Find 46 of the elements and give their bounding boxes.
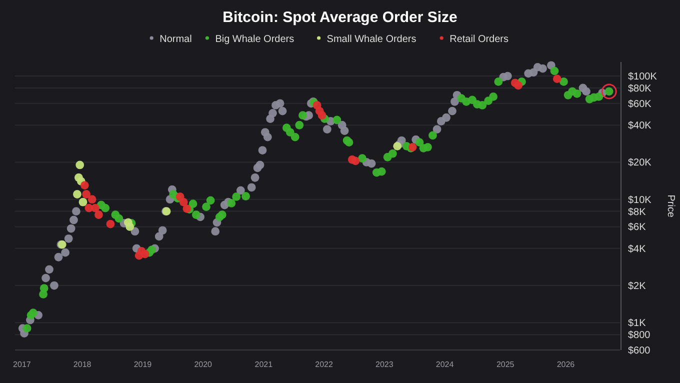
point (94, 210, 103, 219)
y-axis-title: Price (665, 194, 676, 218)
point (82, 190, 91, 198)
x-tick-label: 2019 (134, 360, 152, 369)
legend-label: Small Whale Orders (326, 34, 416, 45)
point (126, 222, 134, 231)
y-tick-label: $8K (628, 206, 646, 218)
y-tick-label: $1K (628, 318, 646, 330)
y-tick-label: $20K (628, 158, 652, 169)
point (106, 220, 115, 228)
point (318, 111, 326, 120)
point (88, 195, 96, 204)
point (91, 204, 100, 212)
legend-label: Big Whale Orders (215, 34, 294, 45)
x-tick-label: 2024 (436, 360, 454, 369)
point (351, 156, 360, 166)
x-tick-label: 2020 (194, 360, 213, 369)
x-tick-label: 2022 (315, 360, 334, 369)
x-tick-label: 2021 (254, 360, 274, 369)
point (179, 198, 188, 206)
x-tick-label: 2026 (556, 360, 576, 369)
x-tick-label: 2018 (73, 360, 92, 369)
point (76, 160, 84, 170)
x-tick-label: 2023 (376, 360, 394, 369)
chart-title: Bitcoin: Spot Average Order Size (222, 9, 458, 26)
y-tick-label: $100K (628, 72, 658, 83)
y-tick-label: $4K (628, 244, 646, 255)
x-tick-label: 2025 (496, 360, 515, 369)
y-tick-label: $60K (628, 98, 652, 110)
point (80, 181, 89, 190)
y-tick-label: $6K (628, 222, 646, 234)
point (73, 190, 82, 198)
y-tick-label: $800 (628, 330, 651, 342)
y-tick-label: $10K (628, 194, 652, 206)
legend-label: Retail Orders (450, 34, 509, 45)
y-tick-label: $2K (628, 281, 646, 292)
point (552, 74, 562, 83)
point (514, 81, 522, 90)
y-tick-label: $600 (628, 346, 651, 356)
point (182, 204, 192, 213)
point (78, 198, 88, 206)
legend-label: Normal (160, 34, 192, 45)
y-tick-label: $40K (628, 120, 652, 132)
point (140, 250, 150, 258)
y-tick-label: $80K (628, 84, 652, 94)
x-tick-label: 2017 (13, 360, 32, 369)
